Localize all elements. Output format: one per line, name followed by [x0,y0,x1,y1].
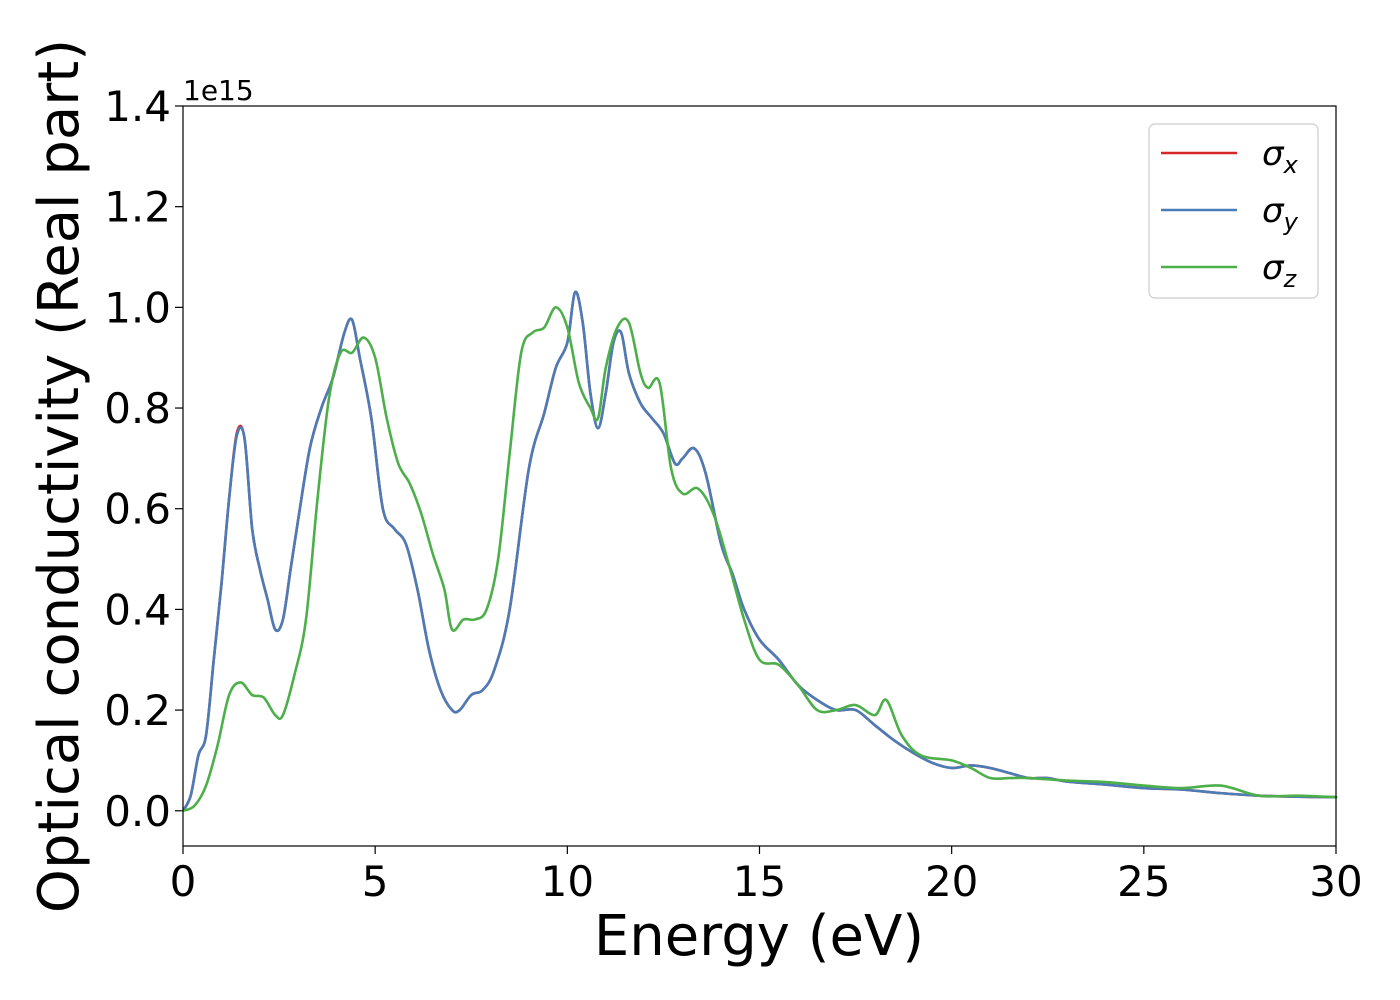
x-tick-label: 25 [1117,857,1170,906]
y-tick-label: 1.4 [104,82,171,131]
x-axis-label: Energy (eV) [594,904,924,969]
legend: σx σy σz [1148,123,1319,299]
y-tick-label: 0.4 [104,585,171,634]
y-axis-ticks: 0.0 0.2 0.4 0.6 0.8 1.0 1.2 1.4 [104,82,183,836]
y-tick-label: 1.2 [104,183,171,232]
series-line-sigma-y [181,290,1338,813]
x-tick-label: 0 [170,857,197,906]
legend-label-sigma-y: σy [1262,191,1299,236]
y-tick-label: 1.0 [104,283,171,332]
x-axis-ticks: 0 5 10 15 20 25 30 [170,846,1363,906]
legend-label-sigma-x: σx [1262,134,1299,179]
y-axis-label: Optical conductivity (Real part) [27,39,92,913]
y-tick-label: 0.8 [104,384,171,433]
legend-label-sigma-z: σz [1262,248,1298,293]
y-tick-label: 0.6 [104,485,171,534]
x-tick-label: 10 [541,857,594,906]
x-tick-label: 30 [1309,857,1362,906]
x-tick-label: 15 [733,857,786,906]
plot-series-lines [181,290,1338,813]
x-tick-label: 20 [925,857,978,906]
y-tick-label: 0.0 [104,787,171,836]
plot-frame [182,105,1337,847]
y-offset-label: 1e15 [183,74,254,107]
series-line-sigma-x [181,290,1338,813]
x-tick-label: 5 [362,857,389,906]
y-tick-label: 0.2 [104,686,171,735]
series-line-sigma-z [181,306,1338,813]
